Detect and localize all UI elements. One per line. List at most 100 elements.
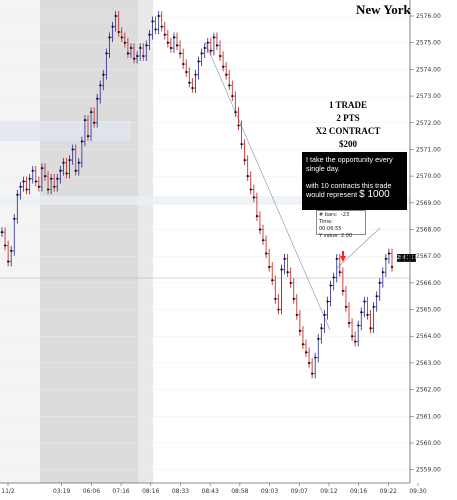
y-axis-ticks: 2576.00 2575.00 2574.00 2573.00 2572.00 2571.…	[410, 13, 441, 474]
note-line-3: with 10 contracts this trade	[306, 181, 392, 190]
close-dot	[89, 110, 93, 114]
info-y-label: Y value:	[319, 233, 339, 239]
close-dot	[163, 33, 166, 36]
chart-title: New York	[356, 2, 412, 17]
close-dot	[347, 321, 351, 324]
close-dot	[237, 124, 240, 127]
close-dot	[16, 193, 19, 196]
bar-count-label: 180	[399, 252, 416, 264]
close-dot	[234, 110, 237, 114]
y-tick-label: 2571.00	[416, 146, 441, 153]
close-dot	[326, 300, 329, 303]
close-dot	[93, 121, 96, 124]
close-dot	[375, 295, 378, 298]
close-dot	[126, 52, 130, 55]
close-dot	[329, 284, 332, 287]
close-dot	[274, 297, 277, 300]
close-dot	[231, 94, 234, 98]
close-dot	[169, 46, 172, 50]
close-dot	[264, 252, 268, 255]
close-dot	[102, 73, 105, 76]
y-tick-label: 2563.00	[416, 360, 441, 367]
x-tick-label: 08:16	[142, 488, 159, 495]
close-dot	[132, 57, 136, 60]
close-dot	[243, 159, 246, 162]
close-dot	[203, 46, 206, 50]
y-tick-label: 2574.00	[416, 66, 441, 73]
trade-line-2: 2 PTS	[336, 113, 359, 123]
close-dot	[151, 20, 154, 23]
x-tick-label: 08:43	[202, 488, 219, 495]
y-tick-label: 2561.00	[416, 413, 441, 420]
close-dot	[209, 49, 212, 52]
x-tick-label: 09:30	[409, 488, 426, 495]
close-dot	[249, 188, 252, 191]
close-dot	[80, 140, 83, 143]
zone-band-upper	[0, 121, 131, 141]
close-dot	[83, 118, 87, 122]
x-tick-label: 08:58	[231, 488, 248, 495]
x-tick-label: 09:07	[291, 488, 308, 495]
close-dot	[311, 372, 314, 375]
y-tick-label: 2562.00	[416, 387, 441, 394]
close-dot	[323, 313, 326, 316]
close-dot	[197, 60, 200, 63]
close-dot	[142, 54, 145, 58]
close-dot	[240, 142, 243, 146]
close-dot	[341, 289, 344, 292]
close-dot	[59, 169, 62, 172]
note-amount: $ 1000	[359, 189, 390, 200]
close-dot	[191, 86, 194, 90]
close-dot	[335, 257, 338, 260]
close-dot	[117, 30, 120, 34]
close-dot	[65, 172, 68, 175]
trend-line-a	[204, 41, 331, 331]
close-dot	[387, 252, 391, 255]
x-tick-label: 09:16	[350, 488, 367, 495]
note-line-1: I take the opportunity every	[306, 155, 393, 164]
close-dot	[185, 70, 188, 74]
y-tick-label: 2566.00	[416, 280, 441, 287]
close-dot	[384, 257, 387, 260]
shaded-session-light	[0, 0, 40, 483]
close-dot	[277, 308, 280, 311]
close-dot	[381, 271, 384, 274]
trade-note-box: I take the opportunity every single day.…	[302, 152, 407, 210]
close-dot	[271, 279, 274, 282]
close-dot	[111, 25, 114, 28]
close-dot	[160, 25, 163, 28]
close-dot	[22, 180, 25, 183]
info-bars-value: -23	[341, 212, 350, 218]
close-dot	[74, 169, 77, 172]
close-dot	[304, 351, 308, 354]
close-dot	[225, 73, 228, 76]
info-bars-label: # bars:	[319, 212, 338, 218]
close-dot	[314, 356, 317, 359]
close-dot	[363, 300, 366, 303]
x-tick-label: 07:16	[112, 488, 129, 495]
close-dot	[99, 84, 102, 87]
close-dot	[68, 159, 71, 162]
shaded-session-dark	[40, 0, 138, 483]
close-dot	[108, 36, 111, 39]
close-dot	[43, 175, 47, 178]
close-dot	[320, 327, 323, 330]
close-dot	[360, 311, 363, 314]
close-dot	[114, 14, 117, 18]
close-dot	[37, 185, 40, 188]
y-tick-label: 2560.00	[416, 440, 441, 447]
trend-line-b	[336, 227, 381, 269]
close-dot	[307, 361, 311, 365]
trade-line-4: $200	[339, 139, 358, 149]
entry-arrow-icon	[340, 251, 346, 262]
close-dot	[34, 180, 37, 183]
close-dot	[289, 281, 292, 284]
x-axis-ticks: 11/2 03:19 06:06 07:16 08:16 08:33 08:43 08:58 0…	[1, 483, 427, 495]
close-dot	[317, 337, 320, 341]
close-dot	[46, 188, 50, 191]
close-dot	[215, 44, 219, 47]
close-dot	[77, 161, 80, 164]
close-dot	[350, 335, 354, 338]
close-dot	[53, 185, 56, 188]
